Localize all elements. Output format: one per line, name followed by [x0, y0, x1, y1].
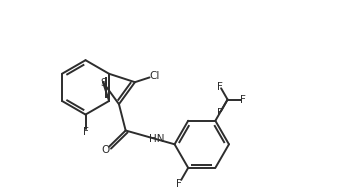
- Text: F: F: [176, 179, 182, 189]
- Text: HN: HN: [149, 134, 165, 144]
- Text: F: F: [240, 94, 246, 105]
- Text: F: F: [83, 127, 89, 137]
- Text: F: F: [217, 82, 223, 92]
- Text: F: F: [217, 108, 223, 118]
- Text: O: O: [101, 145, 110, 155]
- Text: Cl: Cl: [149, 71, 159, 81]
- Text: S: S: [101, 78, 107, 88]
